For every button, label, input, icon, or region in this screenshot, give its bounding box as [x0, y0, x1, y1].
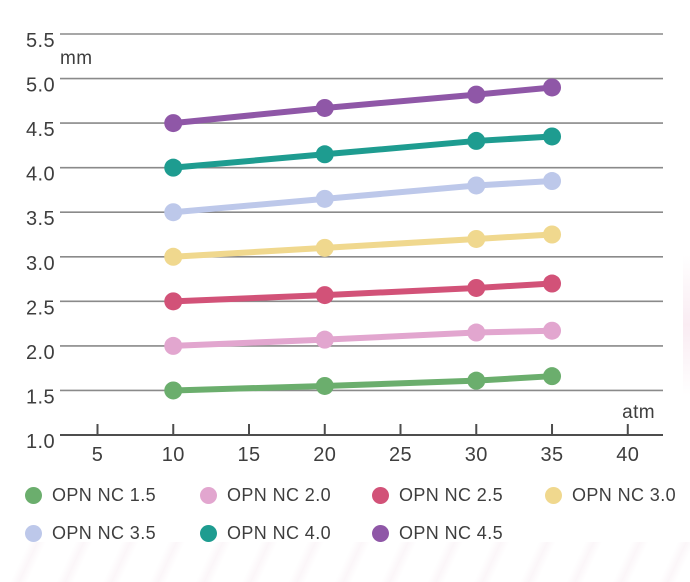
- data-point-opn-nc-3-0-10atm: [164, 247, 183, 266]
- data-point-opn-nc-1-5-20atm: [315, 376, 334, 395]
- legend-dot-opn-nc-2-5: [372, 486, 389, 504]
- legend-item-opn-nc-4-0: OPN NC 4.0: [200, 523, 372, 544]
- x-axis-unit-label: atm: [622, 402, 655, 423]
- y-tick-label-1.0: 1.0: [26, 431, 55, 453]
- legend-item-opn-nc-3-5: OPN NC 3.5: [25, 523, 200, 544]
- data-point-opn-nc-4-0-10atm: [164, 158, 183, 177]
- compliance-chart: 1.0 1.5 2.0 2.5 3.0 3.5 4.0 4.5 5.0 5.5 5 10 15 20 25 3…: [26, 30, 663, 466]
- data-point-opn-nc-2-5-35atm: [543, 274, 562, 293]
- y-tick-label-1.5: 1.5: [26, 386, 55, 408]
- legend-item-opn-nc-2-0: OPN NC 2.0: [200, 485, 372, 506]
- data-point-opn-nc-3-0-35atm: [543, 225, 562, 244]
- legend-item-opn-nc-3-0: OPN NC 3.0: [545, 485, 690, 506]
- data-point-opn-nc-3-5-30atm: [467, 176, 486, 195]
- series-line-opn-nc-3-0: [170, 231, 556, 260]
- series-line-opn-nc-4-5: [170, 84, 556, 127]
- data-point-opn-nc-4-0-35atm: [543, 127, 562, 146]
- data-point-opn-nc-3-0-30atm: [467, 229, 486, 248]
- data-point-opn-nc-3-0-20atm: [315, 238, 334, 257]
- x-tick-label-10: 10: [162, 444, 185, 466]
- data-point-opn-nc-2-5-30atm: [467, 278, 486, 297]
- data-point-opn-nc-2-5-10atm: [164, 292, 183, 311]
- data-point-opn-nc-4-5-35atm: [543, 78, 562, 97]
- data-point-opn-nc-3-5-20atm: [315, 189, 334, 208]
- data-point-opn-nc-3-5-10atm: [164, 203, 183, 222]
- data-point-opn-nc-2-0-20atm: [315, 330, 334, 349]
- y-tick-label-2.0: 2.0: [26, 342, 55, 364]
- data-point-opn-nc-1-5-35atm: [543, 367, 562, 386]
- data-point-opn-nc-2-0-35atm: [543, 321, 562, 340]
- data-point-opn-nc-1-5-10atm: [164, 381, 183, 400]
- data-point-opn-nc-4-0-20atm: [315, 145, 334, 164]
- legend-label-opn-nc-2-0: OPN NC 2.0: [227, 484, 332, 505]
- y-tick-label-3.5: 3.5: [26, 208, 55, 230]
- series-line-opn-nc-2-0: [170, 327, 556, 349]
- data-point-opn-nc-2-5-20atm: [315, 286, 334, 305]
- legend-label-opn-nc-4-5: OPN NC 4.5: [399, 522, 504, 543]
- data-point-opn-nc-1-5-30atm: [467, 371, 486, 390]
- y-tick-label-5.0: 5.0: [26, 75, 55, 97]
- y-axis-unit-label: mm: [60, 48, 92, 69]
- data-point-opn-nc-2-0-10atm: [164, 336, 183, 355]
- y-tick-label-3.0: 3.0: [26, 253, 55, 275]
- legend-label-opn-nc-1-5: OPN NC 1.5: [52, 484, 157, 505]
- y-tick-label-2.5: 2.5: [26, 297, 55, 319]
- y-tick-label-5.5: 5.5: [26, 30, 55, 52]
- x-tick-label-5: 5: [92, 444, 104, 466]
- legend-label-opn-nc-3-0: OPN NC 3.0: [572, 484, 677, 505]
- legend-item-opn-nc-1-5: OPN NC 1.5: [25, 485, 200, 506]
- series-line-opn-nc-1-5: [170, 373, 556, 394]
- y-tick-label-4.5: 4.5: [26, 119, 55, 141]
- series-line-opn-nc-3-5: [170, 178, 556, 216]
- data-point-opn-nc-2-0-30atm: [467, 323, 486, 342]
- x-tick-label-40: 40: [616, 444, 639, 466]
- legend-item-opn-nc-4-5: OPN NC 4.5: [372, 523, 545, 544]
- data-point-opn-nc-4-5-20atm: [315, 98, 334, 117]
- legend-label-opn-nc-2-5: OPN NC 2.5: [399, 484, 504, 505]
- data-point-opn-nc-4-5-10atm: [164, 114, 183, 133]
- series-line-opn-nc-2-5: [170, 280, 556, 305]
- x-tick-label-35: 35: [540, 444, 563, 466]
- series-line-opn-nc-4-0: [170, 133, 556, 171]
- x-tick-label-25: 25: [389, 444, 412, 466]
- legend-dot-opn-nc-3-5: [25, 524, 42, 542]
- legend-label-opn-nc-3-5: OPN NC 3.5: [52, 522, 157, 543]
- legend-item-opn-nc-2-5: OPN NC 2.5: [372, 485, 545, 506]
- y-tick-label-4.0: 4.0: [26, 164, 55, 186]
- x-tick-label-30: 30: [465, 444, 488, 466]
- legend-dot-opn-nc-1-5: [25, 486, 42, 504]
- data-point-opn-nc-4-0-30atm: [467, 131, 486, 150]
- x-tick-label-20: 20: [313, 444, 336, 466]
- legend-label-opn-nc-4-0: OPN NC 4.0: [227, 522, 332, 543]
- legend-dot-opn-nc-2-0: [200, 486, 217, 504]
- legend-dot-opn-nc-4-5: [372, 524, 389, 542]
- x-tick-label-15: 15: [237, 444, 260, 466]
- data-point-opn-nc-4-5-30atm: [467, 85, 486, 104]
- data-point-opn-nc-3-5-35atm: [543, 172, 562, 191]
- chart-legend: OPN NC 1.5 OPN NC 2.0 OPN NC 2.5 OPN NC 3.0…: [0, 476, 690, 552]
- legend-dot-opn-nc-4-0: [200, 524, 217, 542]
- legend-dot-opn-nc-3-0: [545, 486, 562, 504]
